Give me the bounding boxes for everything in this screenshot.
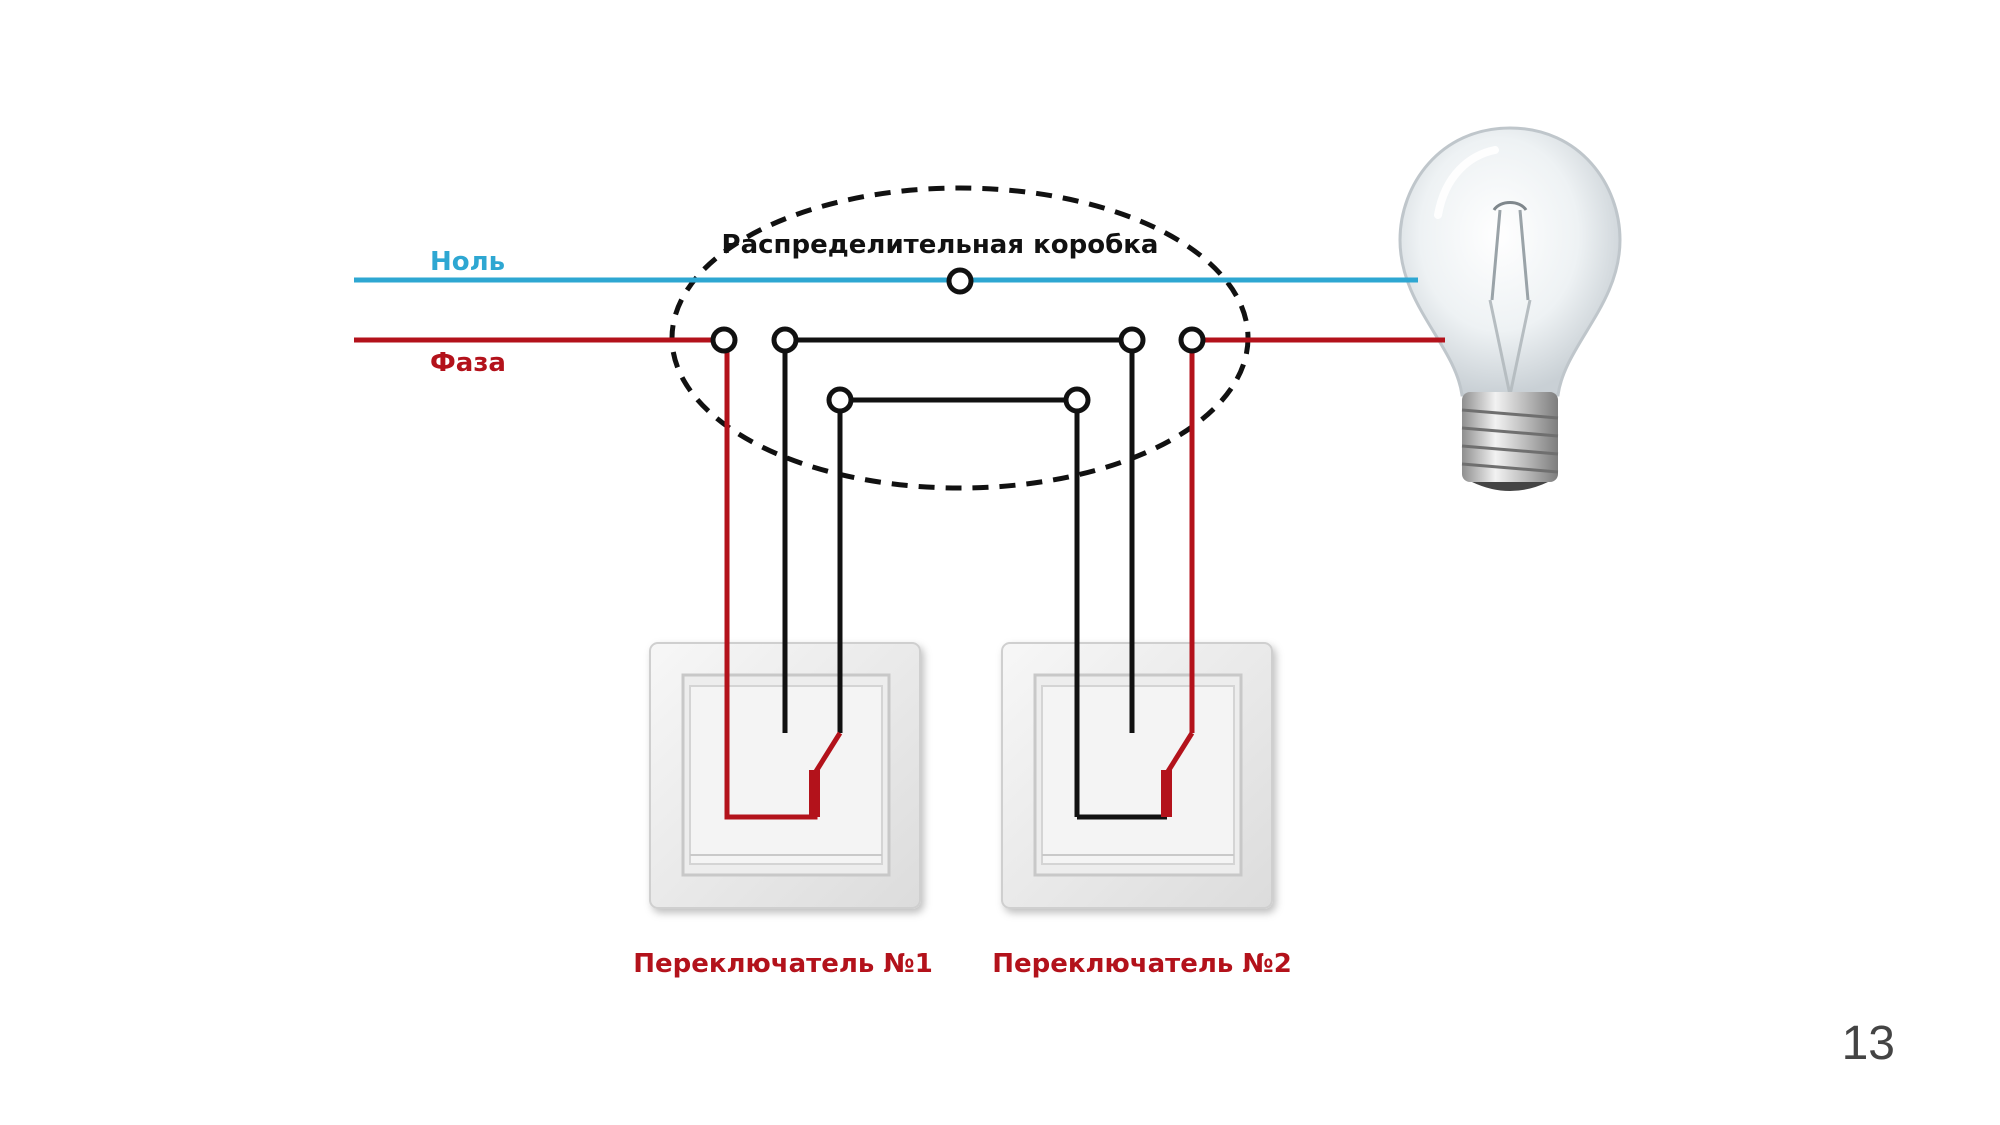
terminal-traveler-1b [1118,326,1146,354]
switch-1-wiring [724,340,843,820]
terminals [710,267,1206,414]
switch-2 [1001,642,1273,909]
switch-2-label: Переключатель №2 [992,949,1292,979]
switch-2-wiring [1074,340,1195,820]
terminal-traveler-2a [826,386,854,414]
terminal-neutral [946,267,974,295]
page-number: 13 [1841,1017,1895,1070]
phase-label: Фаза [430,348,506,378]
light-bulb [1398,126,1622,491]
terminal-phase-in [710,326,738,354]
junction-box-label: Распределительная коробка [722,230,1159,260]
switch-1-label: Переключатель №1 [633,949,933,979]
terminal-traveler-2b [1063,386,1091,414]
terminal-traveler-1a [771,326,799,354]
terminal-lamp-out [1178,326,1206,354]
neutral-label: Ноль [430,247,505,277]
